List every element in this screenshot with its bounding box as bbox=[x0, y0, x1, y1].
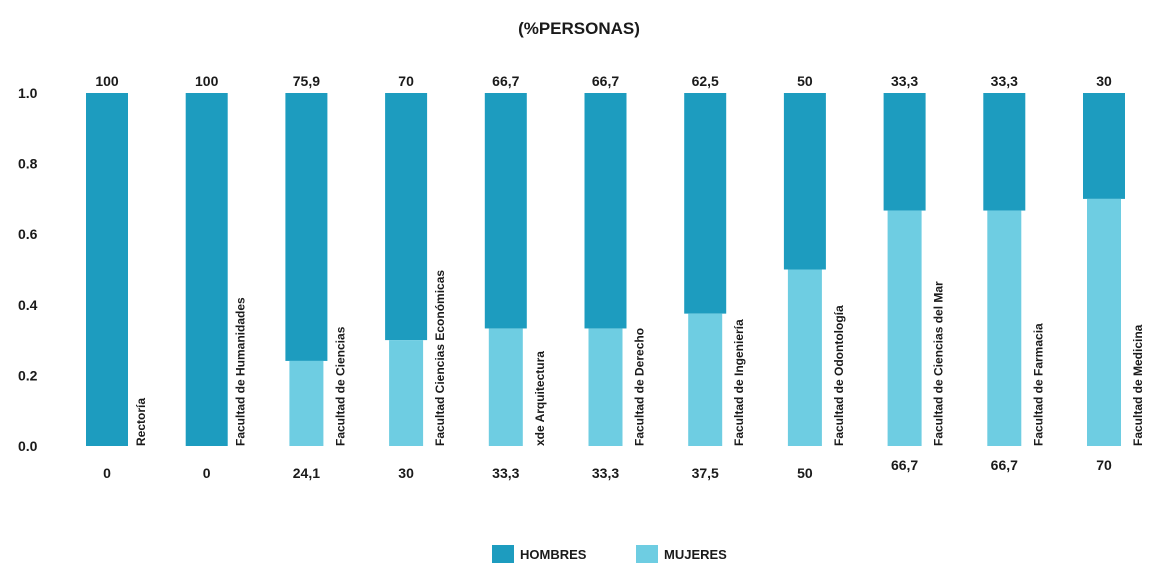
bar-mujeres bbox=[887, 210, 922, 446]
chart-title: (%PERSONAS) bbox=[518, 19, 640, 38]
category-labels: Rectoría Facultad de Humanidades Facultad … bbox=[134, 270, 1145, 446]
y-tick-label: 0.8 bbox=[18, 156, 38, 172]
data-label-hombres: 50 bbox=[797, 73, 813, 89]
category-label: Facultad de Ciencias del Mar bbox=[932, 281, 946, 446]
bar-hombres bbox=[185, 93, 228, 446]
data-label-hombres: 75,9 bbox=[293, 73, 320, 89]
legend-swatch-mujeres bbox=[636, 545, 658, 563]
data-label-mujeres: 0 bbox=[103, 465, 111, 481]
bar-hombres bbox=[86, 93, 128, 446]
category-label: Facultad de Farmacia bbox=[1031, 323, 1045, 446]
data-label-mujeres: 66,7 bbox=[891, 457, 918, 473]
data-label-hombres: 66,7 bbox=[592, 73, 619, 89]
data-label-hombres: 62,5 bbox=[692, 73, 719, 89]
data-label-mujeres: 37,5 bbox=[692, 465, 719, 481]
data-label-mujeres: 33,3 bbox=[492, 465, 519, 481]
data-label-hombres: 30 bbox=[1096, 73, 1112, 89]
data-labels: 100 0 100 0 75,9 24,1 70 30 66,7 33,3 66,7 33,3 62,5… bbox=[95, 73, 1112, 481]
bar-hombres bbox=[584, 93, 627, 329]
data-label-mujeres: 66,7 bbox=[991, 457, 1018, 473]
category-label: Facultad de Medicina bbox=[1131, 324, 1145, 446]
bar-mujeres bbox=[588, 328, 623, 446]
category-label: Facultad de Ciencias bbox=[333, 326, 347, 446]
bar-hombres bbox=[783, 93, 826, 270]
bar-mujeres bbox=[987, 210, 1022, 446]
bar-mujeres bbox=[289, 360, 324, 446]
category-label: Facultad de Ingeniería bbox=[732, 319, 746, 446]
y-tick-label: 0.4 bbox=[18, 297, 38, 313]
bar-mujeres bbox=[389, 340, 424, 446]
bar-hombres bbox=[285, 93, 328, 361]
bars bbox=[86, 93, 1125, 446]
bar-mujeres bbox=[688, 313, 723, 446]
bar-mujeres bbox=[787, 269, 822, 446]
category-label: Facultad Ciencias Económicas bbox=[433, 270, 447, 446]
category-label: Facultad de Odontología bbox=[832, 305, 846, 446]
data-label-mujeres: 30 bbox=[398, 465, 414, 481]
legend-label-mujeres: MUJERES bbox=[664, 547, 727, 562]
bar-hombres bbox=[1083, 93, 1125, 199]
data-label-mujeres: 24,1 bbox=[293, 465, 320, 481]
bar-mujeres bbox=[1087, 198, 1121, 446]
data-label-hombres: 100 bbox=[95, 73, 119, 89]
data-label-hombres: 33,3 bbox=[991, 73, 1018, 89]
data-label-mujeres: 33,3 bbox=[592, 465, 619, 481]
data-label-mujeres: 50 bbox=[797, 465, 813, 481]
legend: HOMBRES MUJERES bbox=[492, 545, 727, 563]
y-tick-label: 0.6 bbox=[18, 226, 38, 242]
category-label: Facultad de Humanidades bbox=[234, 297, 248, 446]
bar-mujeres bbox=[488, 328, 523, 446]
data-label-hombres: 100 bbox=[195, 73, 219, 89]
y-axis: 0.0 0.2 0.4 0.6 0.8 1.0 bbox=[18, 85, 38, 454]
legend-label-hombres: HOMBRES bbox=[520, 547, 587, 562]
y-tick-label: 0.0 bbox=[18, 438, 38, 454]
data-label-mujeres: 0 bbox=[203, 465, 211, 481]
data-label-hombres: 33,3 bbox=[891, 73, 918, 89]
category-label: Rectoría bbox=[134, 398, 148, 446]
bar-hombres bbox=[484, 93, 527, 329]
category-label: Facultad de Derecho bbox=[633, 328, 647, 446]
bar-hombres bbox=[983, 93, 1026, 211]
legend-swatch-hombres bbox=[492, 545, 514, 563]
bar-hombres bbox=[385, 93, 428, 341]
y-tick-label: 0.2 bbox=[18, 367, 38, 383]
data-label-mujeres: 70 bbox=[1096, 457, 1112, 473]
category-label: xde Arquitectura bbox=[533, 351, 547, 446]
data-label-hombres: 70 bbox=[398, 73, 414, 89]
bar-hombres bbox=[883, 93, 926, 211]
bar-hombres bbox=[684, 93, 727, 314]
data-label-hombres: 66,7 bbox=[492, 73, 519, 89]
y-tick-label: 1.0 bbox=[18, 85, 38, 101]
